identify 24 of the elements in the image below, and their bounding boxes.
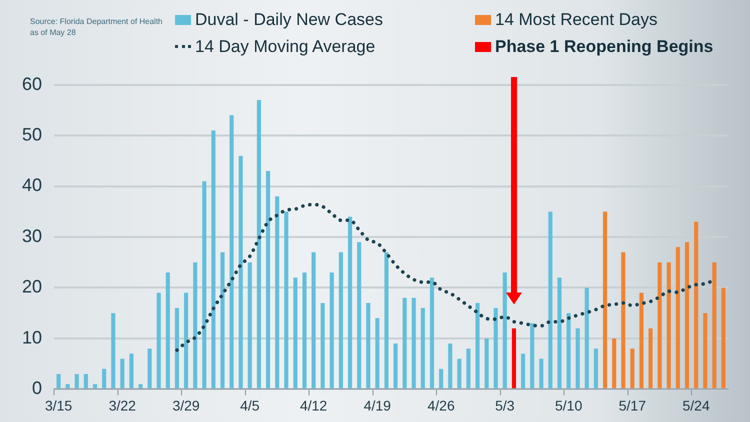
y-tick-label: 60 [22, 74, 42, 94]
x-tick-label: 4/12 [300, 397, 328, 414]
legend-label: 14 Day Moving Average [195, 36, 376, 56]
y-tick-label: 50 [22, 124, 42, 144]
y-tick-label: 40 [22, 175, 42, 196]
legend-label: 14 Most Recent Days [495, 10, 658, 30]
y-tick-label: 0 [32, 378, 42, 398]
y-tick-label: 10 [22, 327, 42, 348]
x-tick-label: 3/29 [172, 397, 200, 414]
y-tick-label: 30 [22, 226, 42, 246]
x-tick-label: 3/15 [44, 397, 72, 414]
x-tick-label: 5/3 [495, 397, 515, 414]
legend-label: Phase 1 Reopening Begins [495, 36, 714, 56]
x-tick-label: 4/19 [364, 397, 392, 414]
x-tick-label: 4/5 [240, 397, 260, 414]
x-tick-label: 4/26 [427, 397, 455, 414]
x-tick-label: 5/24 [682, 397, 710, 414]
text: as of May 28 [30, 27, 77, 38]
y-tick-label: 20 [22, 276, 42, 297]
x-tick-label: 3/22 [108, 397, 136, 414]
x-tick-label: 5/10 [554, 397, 582, 414]
legend-label: Duval - Daily New Cases [195, 10, 383, 30]
x-tick-label: 5/17 [618, 397, 646, 414]
source-note: Source: Florida Department of Health [30, 16, 164, 27]
